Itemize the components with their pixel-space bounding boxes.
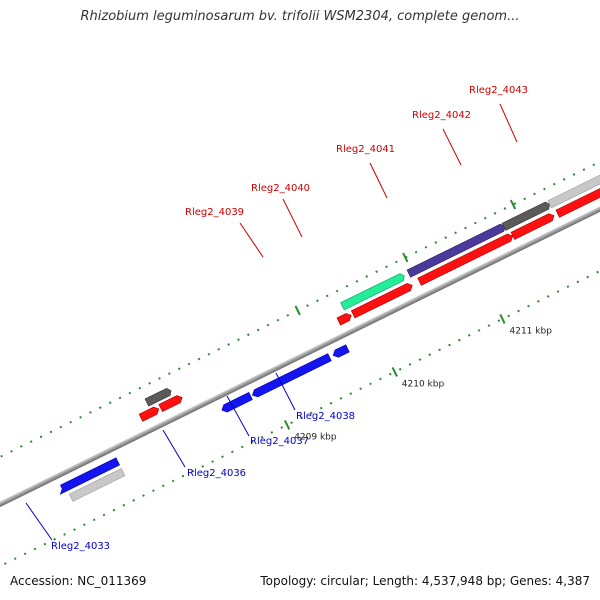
gene-rleg2-4037[interactable]	[251, 353, 332, 399]
label-leaders	[25, 103, 518, 541]
page-title: Rhizobium leguminosarum bv. trifolii WSM…	[80, 9, 520, 24]
lower-gene-labels: Rleg2_4033 Rleg2_4036 Rleg2_4037 Rleg2_4…	[51, 411, 355, 552]
scale-tick	[391, 366, 398, 377]
scale-tick-label: 4211 kbp	[510, 326, 553, 336]
gene-arrow[interactable]	[138, 405, 160, 422]
gene-label[interactable]: Rleg2_4037	[250, 436, 309, 447]
gene-label[interactable]: Rleg2_4038	[296, 411, 355, 422]
gene-arrow[interactable]	[350, 282, 414, 319]
gene-arrow[interactable]	[510, 212, 556, 240]
gene-label[interactable]: Rleg2_4040	[251, 183, 310, 194]
gene-label[interactable]: Rleg2_4042	[412, 110, 471, 121]
scale-ticks	[283, 199, 517, 430]
gene-arrow[interactable]	[158, 394, 184, 412]
scale-tick	[499, 314, 506, 324]
gene-rleg2-4042[interactable]	[501, 201, 551, 231]
gene-label[interactable]: Rleg2_4041	[336, 144, 395, 155]
upper-gene-labels: Rleg2_4039 Rleg2_4040 Rleg2_4041 Rleg2_4…	[185, 85, 528, 218]
scale-tick	[294, 305, 301, 316]
accession-text: Accession: NC_011369	[10, 574, 147, 588]
gene-rleg2-4043[interactable]	[547, 169, 600, 209]
gene-arrow[interactable]	[555, 179, 600, 218]
gene-rleg2-4041[interactable]	[406, 223, 507, 278]
lower-strand-genes	[57, 344, 350, 502]
upper-dotted-track	[0, 31, 600, 502]
scale-tick-label: 4210 kbp	[402, 379, 445, 389]
gene-arrow[interactable]	[68, 468, 126, 502]
genome-summary-text: Topology: circular; Length: 4,537,948 bp…	[260, 574, 590, 588]
scale-tick	[402, 252, 409, 263]
scale-tick	[509, 199, 517, 210]
track-guides	[0, 31, 600, 590]
gene-label[interactable]: Rleg2_4036	[187, 468, 246, 479]
scale-tick	[283, 419, 291, 430]
gene-label[interactable]: Rleg2_4033	[51, 541, 110, 552]
gene-rleg2-4040[interactable]	[340, 272, 406, 311]
gene-rleg2-4036[interactable]	[220, 392, 253, 413]
gene-arrow[interactable]	[417, 232, 515, 286]
upper-strand-genes	[138, 169, 600, 422]
gene-label[interactable]: Rleg2_4039	[185, 207, 244, 218]
gene-rleg2-4038[interactable]	[331, 344, 350, 359]
gene-rleg2-4033[interactable]	[57, 457, 120, 495]
scale-tick-label: 4209 kbp	[294, 432, 337, 442]
gene-arrow[interactable]	[144, 387, 173, 407]
gene-arrow[interactable]	[336, 312, 353, 326]
genome-backbone	[0, 68, 600, 541]
gene-label[interactable]: Rleg2_4043	[469, 85, 528, 96]
lower-dotted-track	[0, 119, 600, 590]
